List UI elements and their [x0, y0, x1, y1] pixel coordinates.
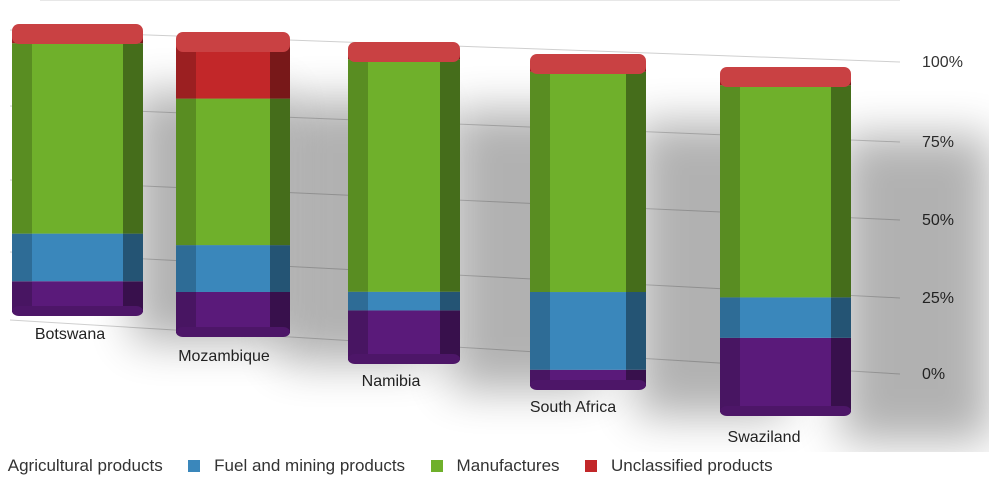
bar-mozambique [176, 32, 290, 337]
bar-face-right [270, 291, 290, 333]
bar-shadow [841, 135, 989, 442]
legend-label-unclassified: Unclassified products [611, 456, 773, 475]
bar-face-right [270, 40, 290, 99]
bar-face-front [196, 245, 270, 292]
bar-bottom-cap [530, 380, 646, 390]
bar-face-left [348, 310, 368, 360]
bar-face-left [12, 233, 32, 282]
bar-face-left [176, 291, 196, 333]
legend-item-manufactures[interactable]: Manufactures [430, 456, 560, 476]
category-label-botswana: Botswana [35, 326, 105, 343]
category-label-namibia: Namibia [362, 373, 421, 390]
bar-segment-fuel-and-mining-products [348, 291, 460, 311]
bar-face-front [550, 71, 626, 293]
bar-segment-fuel-and-mining-products [12, 233, 143, 282]
bar-segment-fuel-and-mining-products [530, 292, 646, 370]
bar-namibia [348, 42, 460, 364]
bar-face-left [12, 43, 32, 234]
bar-segment-agricultural-products [176, 291, 290, 333]
bar-face-right [123, 233, 143, 282]
bar-face-right [626, 71, 646, 293]
legend-item-agricultural[interactable]: Agricultural products [0, 456, 163, 476]
bar-top-cap [12, 24, 143, 44]
bar-top-cap [530, 54, 646, 74]
bar-bottom-cap [348, 354, 460, 364]
bar-segment-agricultural-products [720, 337, 851, 412]
bar-face-right [831, 85, 851, 298]
bar-face-front [740, 337, 831, 412]
chart-legend: Agricultural products Fuel and mining pr… [0, 452, 989, 477]
bar-face-left [720, 85, 740, 298]
bar-face-front [368, 310, 440, 360]
bar-swaziland [720, 67, 851, 416]
bar-bottom-cap [176, 327, 290, 337]
bar-face-left [720, 337, 740, 412]
category-label-south-africa: South Africa [530, 399, 616, 416]
bar-face-right [270, 245, 290, 292]
bar-face-left [530, 292, 550, 370]
bar-face-front [740, 85, 831, 298]
bar-face-front [550, 292, 626, 370]
bar-top-cap [720, 67, 851, 87]
bar-face-front [368, 291, 440, 311]
bar-face-right [440, 59, 460, 292]
bar-segment-manufactures [720, 85, 851, 298]
bar-face-front [740, 297, 831, 338]
legend-swatch-unclassified [585, 460, 598, 472]
bar-segment-unclassified-products [176, 40, 290, 99]
bar-face-left [12, 281, 32, 312]
bar-segment-agricultural-products [348, 310, 460, 360]
bar-face-left [348, 59, 368, 292]
bars [12, 24, 851, 416]
stacked-bar-chart: 0%25%50%75%100% BotswanaMozambiqueNamibi… [9, 0, 989, 446]
bar-face-right [626, 292, 646, 370]
bar-bottom-cap [12, 306, 143, 316]
y-tick-label: 100% [922, 54, 963, 71]
bar-face-right [270, 98, 290, 246]
category-labels: Botswana Mozambique Namibia South Africa Swa… [35, 326, 801, 446]
bar-face-right [831, 297, 851, 338]
bar-top-cap [348, 42, 460, 62]
bar-face-front [196, 98, 270, 246]
bar-south-africa [530, 54, 646, 390]
bar-face-right [831, 337, 851, 412]
legend-label-manufactures: Manufactures [456, 456, 560, 475]
legend-label-agricultural: Agricultural products [7, 456, 163, 475]
bar-segment-manufactures [348, 59, 460, 292]
category-label-swaziland: Swaziland [728, 429, 801, 446]
legend-item-unclassified[interactable]: Unclassified products [585, 456, 773, 476]
bar-bottom-cap [720, 406, 851, 416]
legend-label-fuel-mining: Fuel and mining products [214, 456, 406, 475]
bar-segment-manufactures [176, 98, 290, 246]
category-label-mozambique: Mozambique [178, 348, 270, 365]
bar-segment-fuel-and-mining-products [176, 245, 290, 292]
bar-face-left [176, 245, 196, 292]
bar-segment-manufactures [12, 43, 143, 234]
bar-face-front [32, 43, 123, 234]
bar-face-front [368, 59, 440, 292]
bar-face-left [348, 291, 368, 311]
bar-face-right [440, 291, 460, 311]
bar-botswana [12, 24, 143, 316]
bar-face-right [123, 281, 143, 312]
legend-swatch-fuel-mining [188, 460, 201, 472]
bar-face-left [176, 40, 196, 99]
bar-face-right [123, 43, 143, 234]
bar-face-front [196, 291, 270, 333]
legend-swatch-manufactures [430, 460, 443, 472]
bar-top-cap [176, 32, 290, 52]
bar-face-left [530, 71, 550, 293]
bar-face-front [196, 48, 270, 99]
bar-face-front [32, 233, 123, 282]
bar-face-right [440, 310, 460, 360]
bar-face-left [720, 297, 740, 338]
bar-segment-manufactures [530, 71, 646, 293]
bar-segment-fuel-and-mining-products [720, 297, 851, 338]
legend-item-fuel-mining[interactable]: Fuel and mining products [188, 456, 405, 476]
bar-face-left [176, 98, 196, 246]
